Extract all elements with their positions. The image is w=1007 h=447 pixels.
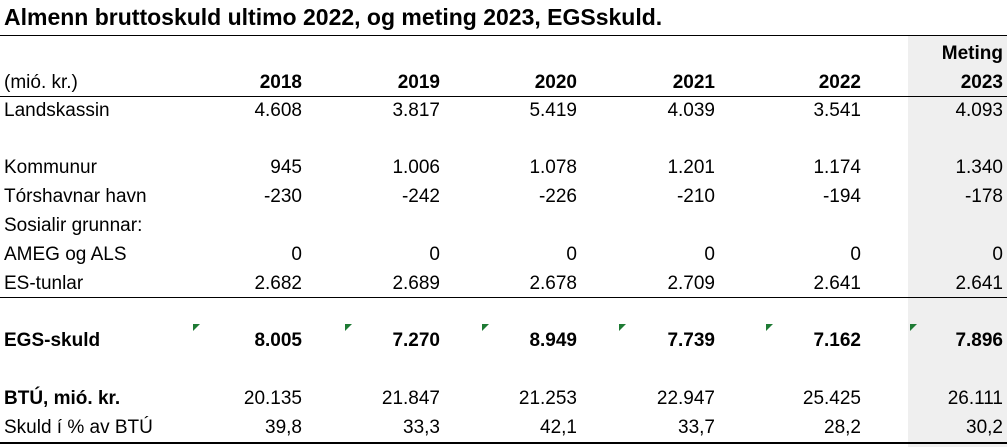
error-indicator-icon [910, 324, 917, 331]
row-value: 0 [429, 244, 440, 265]
row-value: 28,2 [824, 417, 861, 438]
row-label: Tórshavnar havn [4, 186, 147, 207]
row-value: -210 [676, 186, 715, 207]
header-meting: Meting [941, 43, 1003, 64]
header-year: 2021 [672, 72, 715, 93]
error-indicator-icon [193, 324, 200, 331]
row-value: 1.006 [392, 157, 440, 178]
row-value: 33,7 [678, 417, 715, 438]
row-value: 4.039 [667, 100, 715, 121]
row-value: 0 [992, 244, 1003, 265]
row-value: 7.739 [667, 330, 715, 351]
header-row-meting: Meting [0, 39, 1007, 68]
row-value: -194 [822, 186, 861, 207]
row-value: 945 [270, 157, 302, 178]
subtotal-divider [0, 297, 1007, 298]
header-unit-label: (mió. kr.) [4, 72, 78, 93]
row-value: 20.135 [243, 388, 302, 409]
table-row: Kommunur 945 1.006 1.078 1.201 1.174 1.3… [0, 153, 1007, 182]
row-value: 0 [566, 244, 577, 265]
row-value: 21.847 [381, 388, 440, 409]
row-value: 3.817 [392, 100, 440, 121]
table-row: ES-tunlar 2.682 2.689 2.678 2.709 2.641 … [0, 269, 1007, 298]
table-row: AMEG og ALS 0 0 0 0 0 0 [0, 240, 1007, 269]
header-divider [0, 96, 1007, 97]
table-row: Sosialir grunnar: [0, 211, 1007, 240]
row-value: 7.270 [392, 330, 440, 351]
header-year: 2020 [534, 72, 577, 93]
table-row-total: EGS-skuld 8.005 7.270 8.949 7.739 7.162 … [0, 326, 1007, 355]
row-label: ES-tunlar [4, 273, 84, 294]
row-value: 2.641 [955, 273, 1003, 294]
row-value: 8.005 [254, 330, 302, 351]
row-value: -242 [401, 186, 440, 207]
row-value: 4.093 [955, 100, 1003, 121]
error-indicator-icon [345, 324, 352, 331]
row-value: 2.678 [529, 273, 577, 294]
row-value: 21.253 [518, 388, 577, 409]
table-row: BTÚ, mió. kr. 20.135 21.847 21.253 22.94… [0, 384, 1007, 413]
forecast-column-shading [908, 36, 1007, 447]
row-label: AMEG og ALS [4, 244, 127, 265]
row-value: 2.689 [392, 273, 440, 294]
row-value: 0 [291, 244, 302, 265]
row-value: 26.111 [947, 388, 1003, 409]
row-label: Skuld í % av BTÚ [4, 417, 153, 438]
row-value: -226 [538, 186, 577, 207]
row-value: 0 [704, 244, 715, 265]
row-value: -178 [964, 186, 1003, 207]
header-year: 2019 [397, 72, 440, 93]
row-value: 25.425 [802, 388, 861, 409]
row-value: -230 [263, 186, 302, 207]
row-value: 2.641 [813, 273, 861, 294]
row-label: Sosialir grunnar: [4, 215, 143, 236]
row-label: EGS-skuld [4, 330, 101, 351]
error-indicator-icon [766, 324, 773, 331]
row-value: 4.608 [254, 100, 302, 121]
header-year: 2022 [818, 72, 861, 93]
table-row: Tórshavnar havn -230 -242 -226 -210 -194… [0, 182, 1007, 211]
row-value: 8.949 [529, 330, 577, 351]
header-row-years: (mió. kr.) 2018 2019 2020 2021 2022 2023 [0, 68, 1007, 97]
row-label: Kommunur [4, 157, 97, 178]
row-value: 1.201 [667, 157, 715, 178]
row-value: 2.709 [667, 273, 715, 294]
row-value: 22.947 [656, 388, 715, 409]
row-label: BTÚ, mió. kr. [4, 388, 121, 409]
row-value: 1.340 [955, 157, 1003, 178]
row-value: 33,3 [403, 417, 440, 438]
row-value: 1.174 [813, 157, 861, 178]
row-value: 0 [850, 244, 861, 265]
header-year: 2018 [259, 72, 302, 93]
row-value: 7.896 [955, 330, 1003, 351]
bottom-border [0, 442, 1007, 444]
table-row: Landskassin 4.608 3.817 5.419 4.039 3.54… [0, 96, 1007, 125]
row-value: 2.682 [254, 273, 302, 294]
title-divider [0, 35, 1007, 36]
table-title: Almenn bruttoskuld ultimo 2022, og metin… [4, 4, 663, 30]
row-label: Landskassin [4, 100, 110, 121]
row-value: 1.078 [529, 157, 577, 178]
row-value: 7.162 [813, 330, 861, 351]
table-row: Skuld í % av BTÚ 39,8 33,3 42,1 33,7 28,… [0, 413, 1007, 442]
header-year: 2023 [960, 72, 1003, 93]
error-indicator-icon [482, 324, 489, 331]
row-value: 39,8 [265, 417, 302, 438]
row-value: 3.541 [813, 100, 861, 121]
row-value: 5.419 [529, 100, 577, 121]
row-value: 30,2 [966, 417, 1003, 438]
row-value: 42,1 [540, 417, 577, 438]
error-indicator-icon [619, 324, 626, 331]
